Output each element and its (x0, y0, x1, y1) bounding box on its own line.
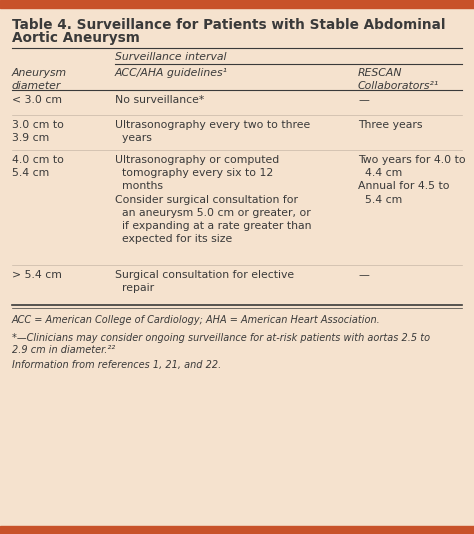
Text: RESCAN
Collaborators²¹: RESCAN Collaborators²¹ (358, 68, 439, 91)
Text: > 5.4 cm: > 5.4 cm (12, 270, 62, 280)
Text: Surgical consultation for elective
  repair: Surgical consultation for elective repai… (115, 270, 294, 293)
Text: Information from references 1, 21, and 22.: Information from references 1, 21, and 2… (12, 360, 221, 370)
Text: < 3.0 cm: < 3.0 cm (12, 95, 62, 105)
Text: ACC = American College of Cardiology; AHA = American Heart Association.: ACC = American College of Cardiology; AH… (12, 315, 381, 325)
Text: 3.0 cm to
3.9 cm: 3.0 cm to 3.9 cm (12, 120, 64, 143)
Text: —: — (358, 95, 369, 105)
Text: Ultrasonography or computed
  tomography every six to 12
  months
Consider surgi: Ultrasonography or computed tomography e… (115, 155, 311, 244)
Text: Aortic Aneurysm: Aortic Aneurysm (12, 31, 140, 45)
Text: —: — (358, 270, 369, 280)
Text: Two years for 4.0 to
  4.4 cm
Annual for 4.5 to
  5.4 cm: Two years for 4.0 to 4.4 cm Annual for 4… (358, 155, 465, 205)
Text: No surveillance*: No surveillance* (115, 95, 204, 105)
Text: 4.0 cm to
5.4 cm: 4.0 cm to 5.4 cm (12, 155, 64, 178)
Text: Three years: Three years (358, 120, 422, 130)
Bar (0, 0, 474, 8)
Text: ACC/AHA guidelines¹: ACC/AHA guidelines¹ (115, 68, 228, 78)
Text: Surveillance interval: Surveillance interval (115, 52, 227, 62)
Text: Aneurysm
diameter: Aneurysm diameter (12, 68, 67, 91)
Text: Table 4. Surveillance for Patients with Stable Abdominal: Table 4. Surveillance for Patients with … (12, 18, 446, 32)
Bar (0, 526, 474, 534)
Text: Ultrasonography every two to three
  years: Ultrasonography every two to three years (115, 120, 310, 143)
Text: *—Clinicians may consider ongoing surveillance for at-risk patients with aortas : *—Clinicians may consider ongoing survei… (12, 333, 430, 356)
